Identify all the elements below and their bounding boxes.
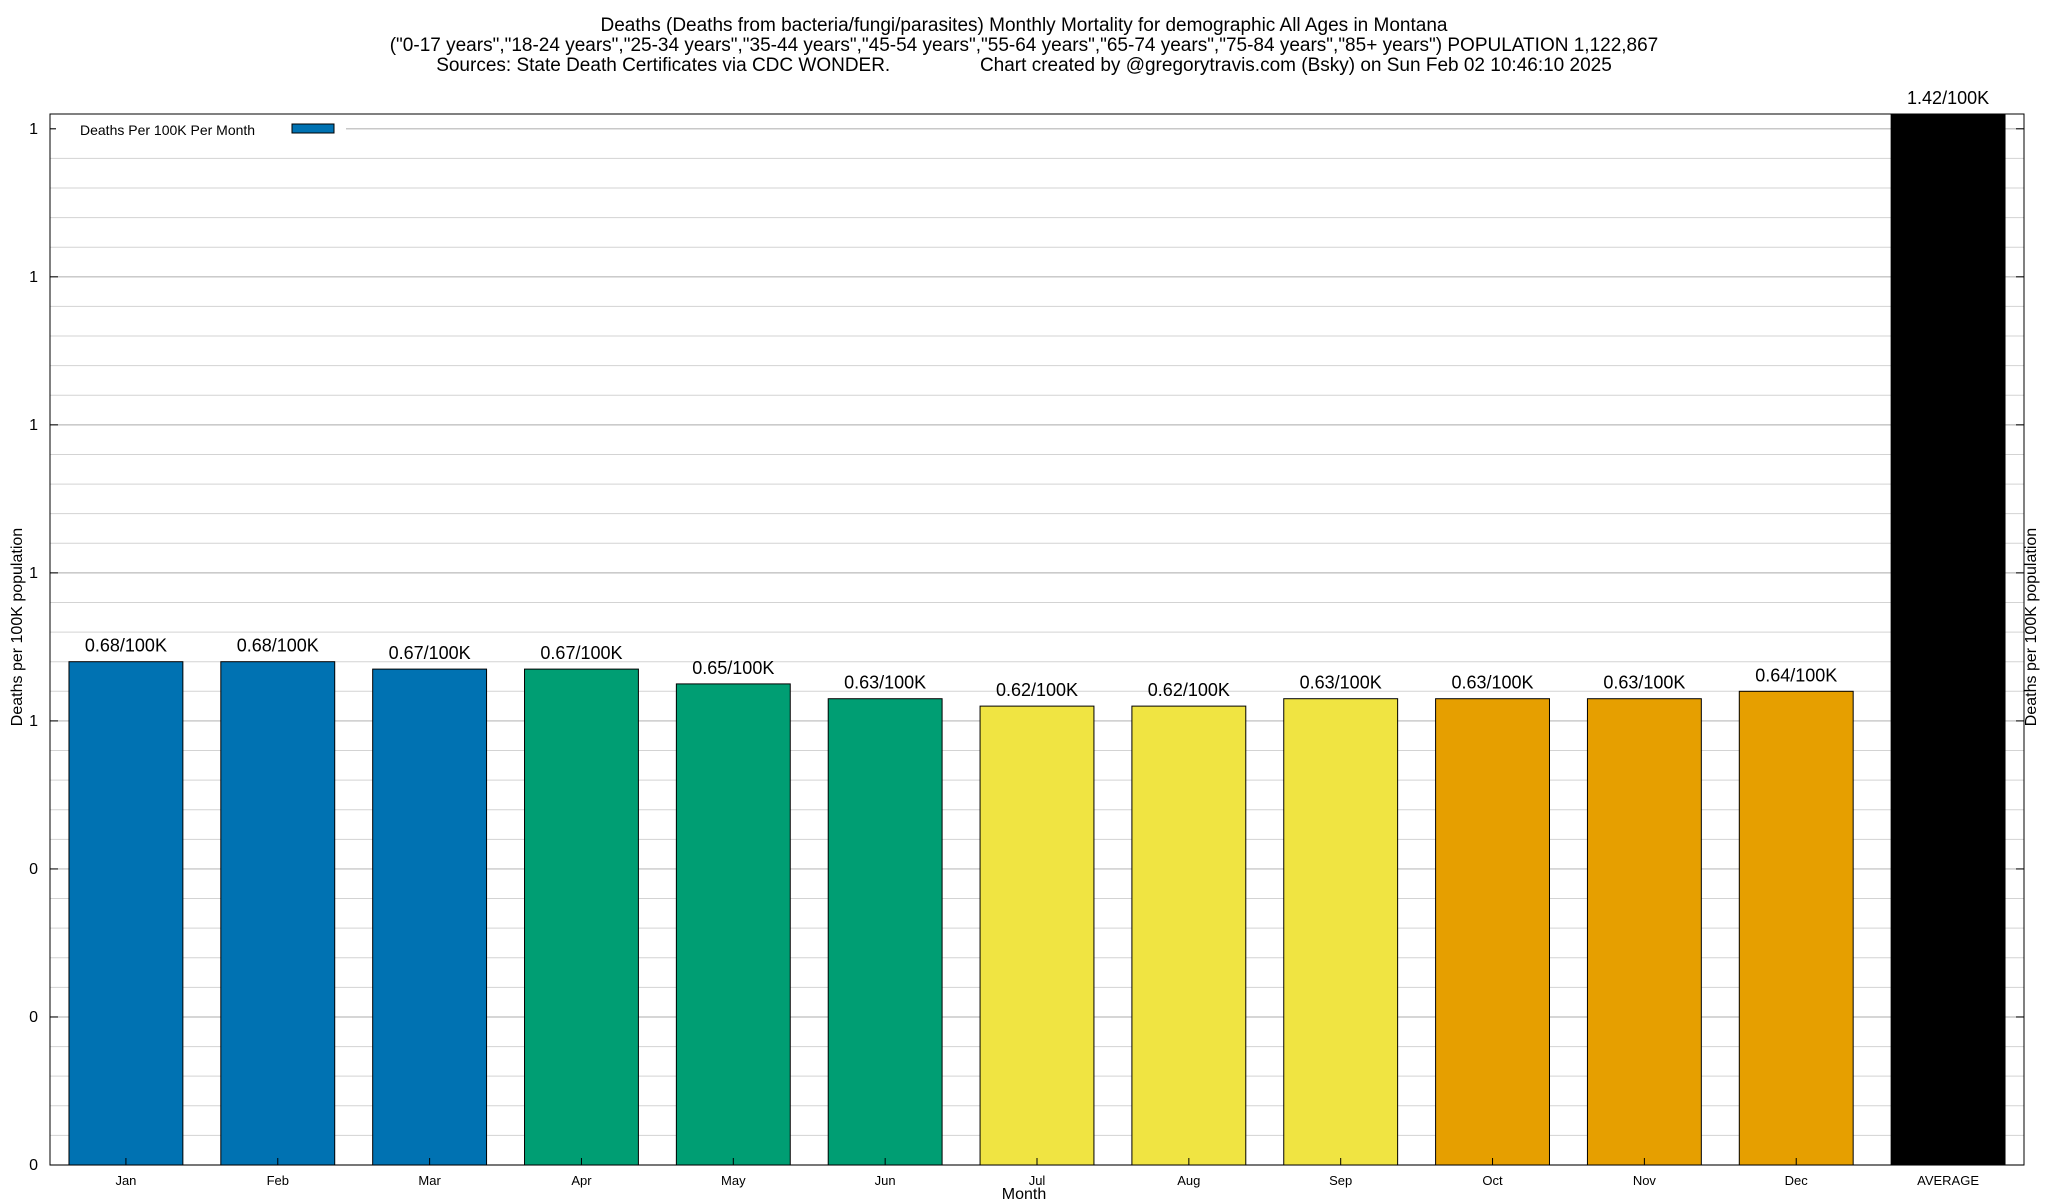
x-tick-label-dec: Dec <box>1785 1173 1809 1188</box>
x-tick-label-mar: Mar <box>418 1173 441 1188</box>
chart-title: Deaths (Deaths from bacteria/fungi/paras… <box>600 15 1448 36</box>
data-label-average: 1.42/100K <box>1907 88 1989 108</box>
x-tick-label-may: May <box>721 1173 746 1188</box>
bar-average <box>1890 113 2006 1166</box>
x-tick-label-oct: Oct <box>1482 1173 1503 1188</box>
data-label-dec: 0.64/100K <box>1755 665 1837 685</box>
bar-oct <box>1435 698 1550 1166</box>
bar-nov <box>1586 698 1702 1166</box>
x-tick-label-jul: Jul <box>1029 1173 1046 1188</box>
bar-may <box>675 683 791 1166</box>
bar-mar <box>372 668 488 1166</box>
data-label-mar: 0.67/100K <box>389 643 471 663</box>
x-tick-label-sep: Sep <box>1329 1173 1352 1188</box>
x-tick-label-feb: Feb <box>267 1173 289 1188</box>
x-tick-label-average: AVERAGE <box>1917 1173 1979 1188</box>
x-tick-label-apr: Apr <box>571 1173 592 1188</box>
bar-aug <box>1131 705 1247 1166</box>
legend-label: Deaths Per 100K Per Month <box>80 122 255 138</box>
data-label-feb: 0.68/100K <box>237 636 319 656</box>
y-tick-label: 0 <box>29 861 38 878</box>
data-label-jan: 0.68/100K <box>85 636 167 656</box>
y-axis-label-right: Deaths per 100K population <box>2023 527 2040 727</box>
x-tick-label-jun: Jun <box>875 1173 896 1188</box>
y-tick-label: 1 <box>29 269 38 286</box>
data-label-sep: 0.63/100K <box>1300 673 1382 693</box>
bar-jun <box>827 698 943 1166</box>
x-tick-label-aug: Aug <box>1177 1173 1200 1188</box>
data-label-jul: 0.62/100K <box>996 680 1078 700</box>
bar-feb <box>220 661 336 1166</box>
legend-swatch <box>291 123 335 134</box>
x-tick-label-jan: Jan <box>115 1173 136 1188</box>
x-tick-label-nov: Nov <box>1633 1173 1657 1188</box>
y-axis-label-left: Deaths per 100K population <box>9 527 26 727</box>
x-axis-label: Month <box>1001 1186 1047 1203</box>
bar-sep <box>1283 698 1399 1166</box>
data-label-nov: 0.63/100K <box>1603 673 1685 693</box>
data-label-jun: 0.63/100K <box>844 673 926 693</box>
data-label-oct: 0.63/100K <box>1451 673 1533 693</box>
data-label-may: 0.65/100K <box>692 658 774 678</box>
y-tick-label: 1 <box>29 121 38 138</box>
bar-jul <box>979 705 1095 1166</box>
bar-apr <box>524 668 639 1166</box>
data-label-aug: 0.62/100K <box>1148 680 1230 700</box>
plot-frame <box>49 113 2025 1166</box>
chart-subtitle-demographics: ("0-17 years","18-24 years","25-34 years… <box>389 35 1659 56</box>
y-tick-label: 0 <box>29 1009 38 1026</box>
y-tick-label: 1 <box>29 565 38 582</box>
y-tick-label: 0 <box>29 1157 38 1174</box>
data-label-apr: 0.67/100K <box>540 643 622 663</box>
bar-dec <box>1738 690 1854 1166</box>
bar-jan <box>68 661 184 1166</box>
chart-subtitle-sources: Sources: State Death Certificates via CD… <box>436 55 1612 76</box>
y-tick-label: 1 <box>29 417 38 434</box>
y-tick-label: 1 <box>29 713 38 730</box>
